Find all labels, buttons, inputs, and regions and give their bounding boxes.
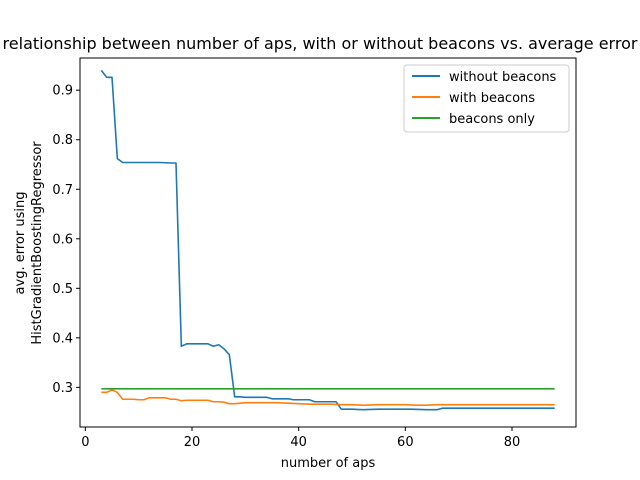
y-axis-label-line-2: HistGradientBoostingRegressor [30, 141, 45, 345]
legend-label-without-beacons: without beacons [449, 70, 557, 85]
x-tick-label: 0 [81, 435, 89, 450]
legend-label-beacons-only: beacons only [449, 112, 535, 127]
x-tick-label: 80 [504, 435, 521, 450]
y-tick-label: 0.7 [52, 183, 73, 198]
axes-frame [79, 57, 577, 428]
chart-title: relationship between number of aps, with… [3, 34, 638, 53]
x-tick-label: 40 [290, 435, 307, 450]
x-tick-label: 60 [397, 435, 414, 450]
y-axis-label-line-1: avg. error using [13, 192, 28, 295]
x-axis-label: number of aps [281, 456, 376, 471]
y-tick-label: 0.4 [52, 331, 73, 346]
legend-label-with-beacons: with beacons [449, 91, 535, 106]
legend: without beacons with beacons beacons onl… [403, 64, 570, 133]
y-tick-label: 0.8 [52, 133, 73, 148]
x-axis-ticks: 0 20 40 60 80 [81, 427, 520, 450]
legend-box [403, 64, 570, 133]
plot-area [79, 57, 577, 428]
series-line-with-beacons [101, 389, 555, 407]
y-tick-label: 0.5 [52, 282, 73, 297]
y-tick-label: 0.6 [52, 232, 73, 247]
y-tick-label: 0.3 [52, 381, 73, 396]
y-axis-ticks: 0.3 0.4 0.5 0.6 0.7 0.8 0.9 [52, 84, 80, 396]
y-tick-label: 0.9 [52, 84, 73, 99]
series-line-without-beacons [100, 69, 555, 411]
series-group [100, 69, 555, 411]
x-tick-label: 20 [184, 435, 201, 450]
